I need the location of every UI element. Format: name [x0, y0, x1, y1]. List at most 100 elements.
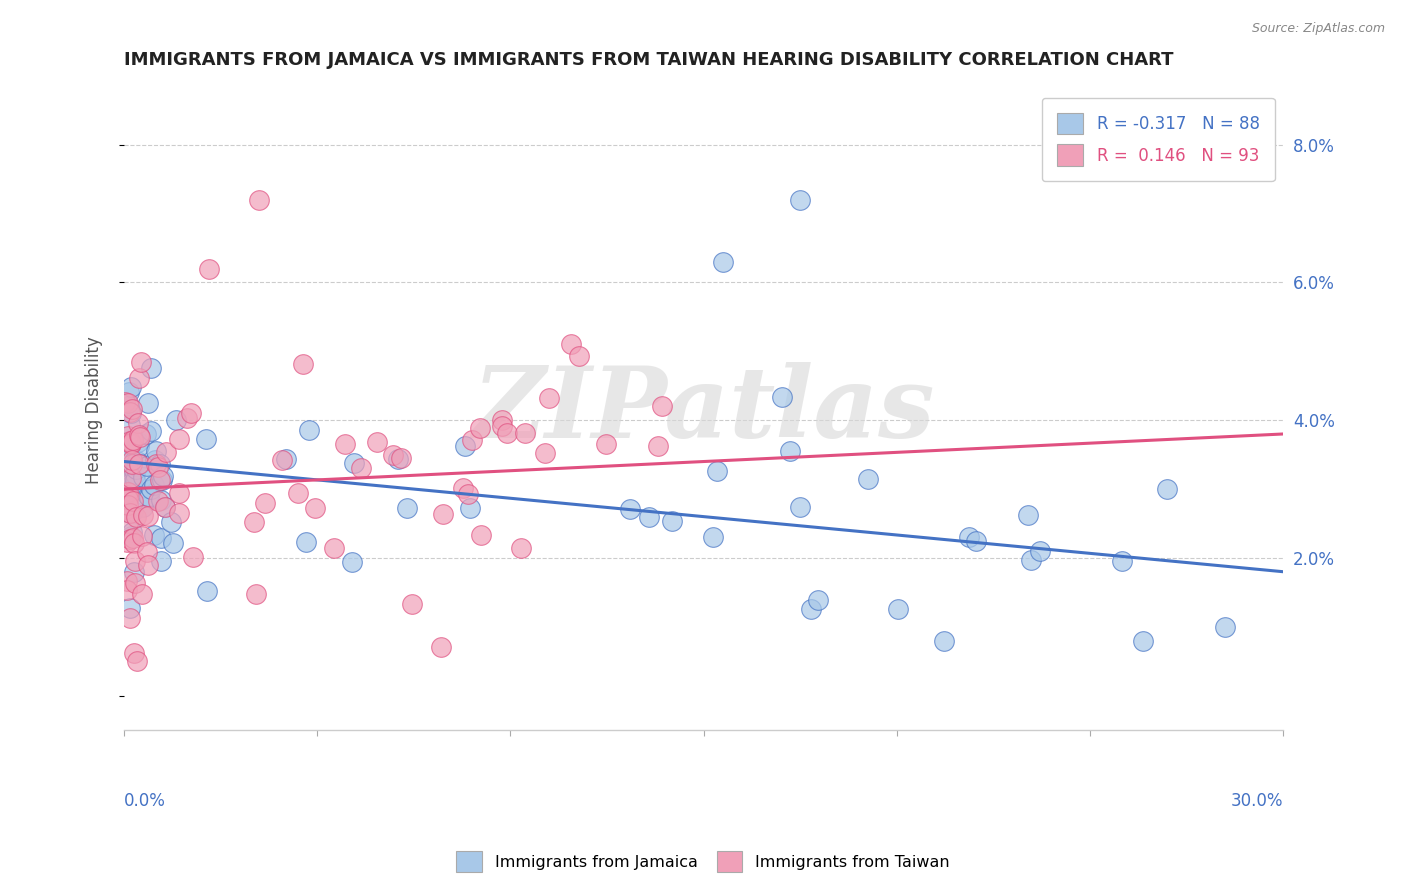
Point [118, 533, 141, 547]
Point [454, 439, 477, 453]
Point [127, 417, 149, 431]
Point [128, 439, 150, 453]
Point [117, 535, 139, 549]
Point [136, 509, 159, 524]
Text: IMMIGRANTS FROM JAMAICA VS IMMIGRANTS FROM TAIWAN HEARING DISABILITY CORRELATION: IMMIGRANTS FROM JAMAICA VS IMMIGRANTS FR… [124, 51, 1174, 69]
Point [595, 437, 617, 451]
Legend: R = -0.317   N = 88, R =  0.146   N = 93: R = -0.317 N = 88, R = 0.146 N = 93 [1042, 98, 1275, 181]
Point [124, 467, 146, 482]
Point [297, 423, 319, 437]
Point [121, 453, 143, 467]
Point [121, 504, 143, 518]
Point [129, 354, 152, 368]
Point [432, 507, 454, 521]
Point [366, 434, 388, 449]
Point [343, 456, 366, 470]
Point [350, 461, 373, 475]
Point [661, 515, 683, 529]
Point [120, 459, 142, 474]
Point [120, 406, 142, 420]
Point [932, 633, 955, 648]
Point [117, 396, 139, 410]
Point [138, 490, 160, 504]
Point [169, 433, 191, 447]
Point [120, 478, 142, 492]
Point [120, 380, 142, 394]
Point [118, 399, 141, 413]
Point [770, 390, 793, 404]
Point [115, 505, 138, 519]
Point [117, 429, 139, 443]
Point [807, 592, 830, 607]
Point [120, 506, 142, 520]
Point [195, 583, 218, 598]
Point [1029, 544, 1052, 558]
Point [395, 501, 418, 516]
Point [122, 646, 145, 660]
Point [145, 443, 167, 458]
Point [322, 541, 344, 555]
Point [118, 384, 141, 399]
Point [957, 530, 980, 544]
Point [1156, 482, 1178, 496]
Point [389, 451, 412, 466]
Point [152, 468, 174, 483]
Point [115, 487, 138, 501]
Point [1213, 620, 1236, 634]
Point [247, 193, 270, 207]
Point [160, 516, 183, 530]
Point [129, 430, 152, 444]
Point [515, 425, 537, 440]
Point [651, 399, 673, 413]
Point [491, 419, 513, 434]
Point [121, 474, 143, 488]
Point [568, 349, 591, 363]
Point [132, 508, 155, 523]
Point [124, 575, 146, 590]
Point [533, 446, 555, 460]
Text: ZIPatlas: ZIPatlas [472, 361, 935, 458]
Point [115, 445, 138, 459]
Point [117, 491, 139, 506]
Point [121, 402, 143, 417]
Point [117, 489, 139, 503]
Point [125, 654, 148, 668]
Point [120, 434, 142, 449]
Point [706, 463, 728, 477]
Point [457, 487, 479, 501]
Point [181, 549, 204, 564]
Point [180, 406, 202, 420]
Point [120, 436, 142, 450]
Point [887, 601, 910, 615]
Point [139, 361, 162, 376]
Point [470, 528, 492, 542]
Point [560, 337, 582, 351]
Point [495, 425, 517, 440]
Point [789, 500, 811, 514]
Point [118, 611, 141, 625]
Point [149, 457, 172, 471]
Point [145, 457, 167, 471]
Point [114, 502, 136, 516]
Point [149, 554, 172, 568]
Point [1019, 553, 1042, 567]
Point [127, 434, 149, 449]
Legend: Immigrants from Jamaica, Immigrants from Taiwan: Immigrants from Jamaica, Immigrants from… [449, 843, 957, 880]
Point [115, 574, 138, 588]
Text: Source: ZipAtlas.com: Source: ZipAtlas.com [1251, 22, 1385, 36]
Point [198, 261, 221, 276]
Point [387, 451, 409, 466]
Point [132, 470, 155, 484]
Point [146, 460, 169, 475]
Point [702, 530, 724, 544]
Point [194, 432, 217, 446]
Point [128, 457, 150, 471]
Point [150, 473, 173, 487]
Point [150, 531, 173, 545]
Point [129, 457, 152, 471]
Point [271, 453, 294, 467]
Point [149, 473, 172, 487]
Point [491, 413, 513, 427]
Point [381, 448, 404, 462]
Point [167, 507, 190, 521]
